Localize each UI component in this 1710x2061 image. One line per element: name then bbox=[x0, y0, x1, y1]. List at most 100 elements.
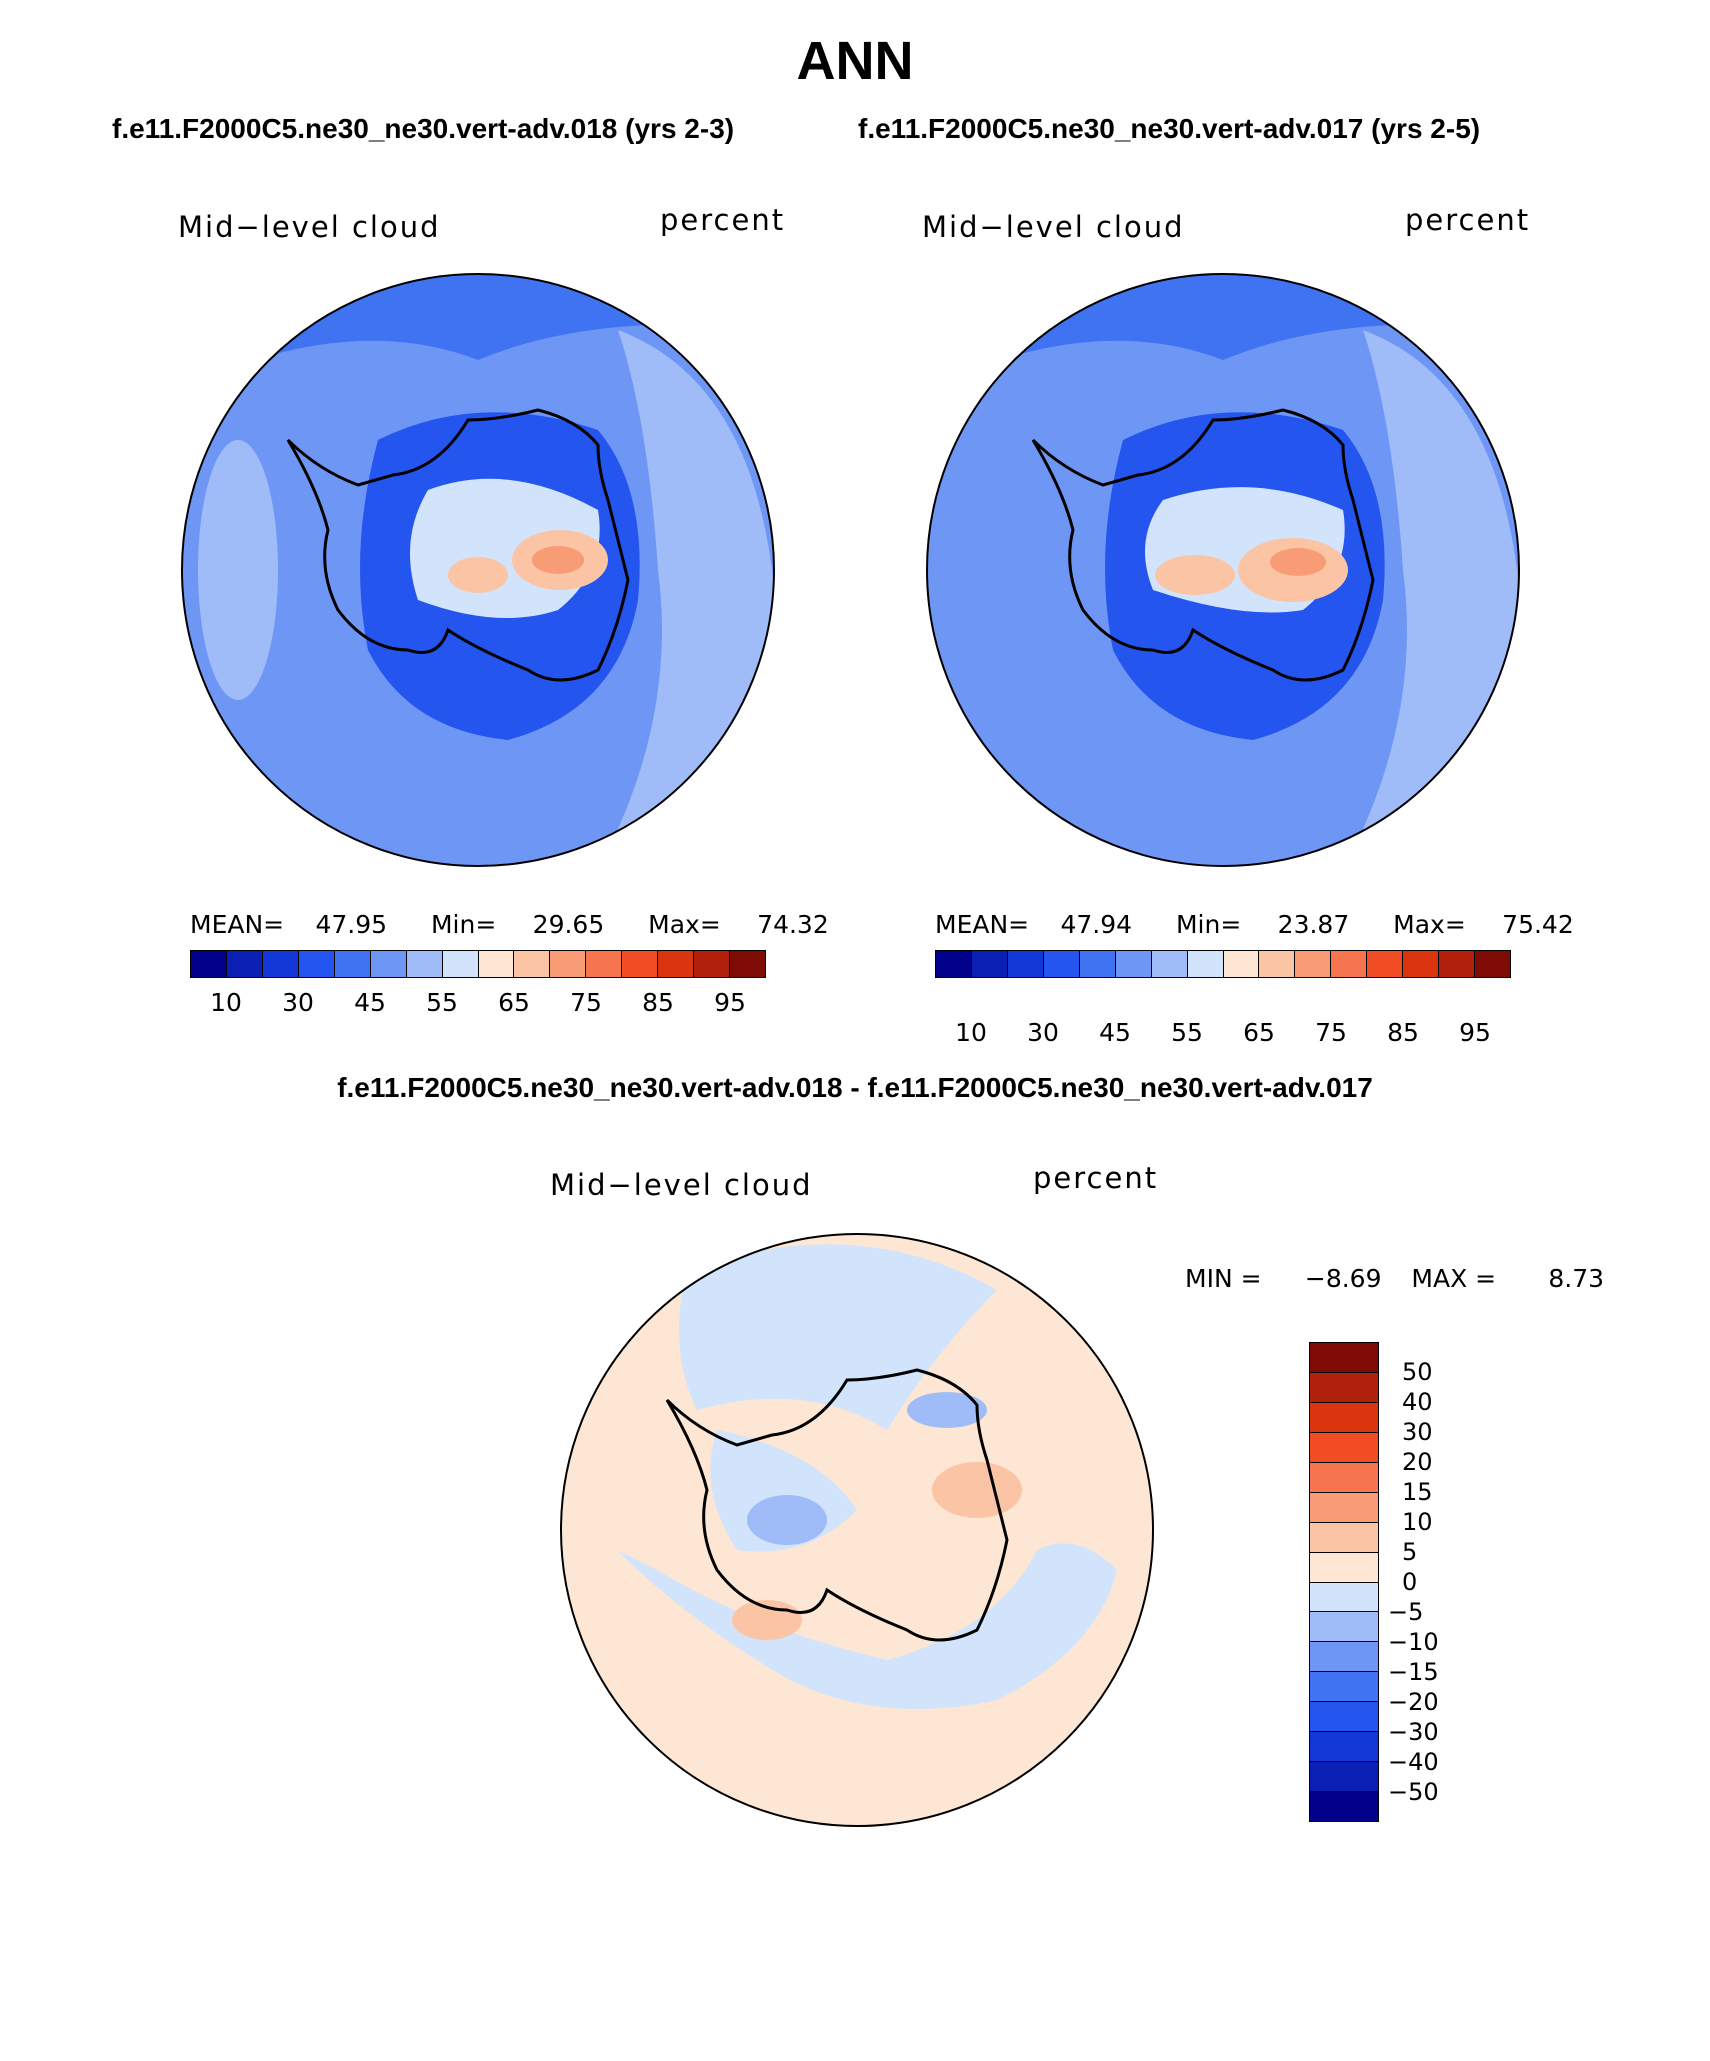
panel1-coastline bbox=[286, 408, 630, 682]
colorbar-swatch bbox=[514, 951, 551, 977]
colorbar-swatch bbox=[1259, 951, 1296, 977]
diff-colorbar bbox=[1309, 1342, 1379, 1822]
diff-colorbar-swatch bbox=[1310, 1492, 1378, 1523]
diff-colorbar-tick-label: −20 bbox=[1388, 1688, 1439, 1716]
diff-colorbar-tick-label: 50 bbox=[1402, 1358, 1433, 1386]
colorbar-swatch bbox=[334, 951, 371, 977]
diff-min-label: MIN = bbox=[1185, 1264, 1262, 1293]
diff-colorbar-swatch bbox=[1310, 1402, 1378, 1433]
panel2-mean-label: MEAN= bbox=[935, 910, 1030, 939]
diff-colorbar-tick-label: −50 bbox=[1388, 1778, 1439, 1806]
colorbar-tick-label: 95 bbox=[714, 988, 746, 1017]
diff-units-label: percent bbox=[1033, 1161, 1159, 1195]
colorbar-swatch bbox=[262, 951, 299, 977]
panel1-units-label: percent bbox=[660, 203, 786, 237]
panel2-max-label: Max= bbox=[1393, 910, 1466, 939]
colorbar-swatch bbox=[370, 951, 407, 977]
panel2-colorbar-ticks: 10 30 45 55 65 75 85 95 bbox=[935, 1018, 1511, 1048]
colorbar-swatch bbox=[1475, 951, 1510, 977]
colorbar-swatch bbox=[406, 951, 443, 977]
diff-colorbar-swatch bbox=[1310, 1522, 1378, 1553]
colorbar-swatch bbox=[1043, 951, 1080, 977]
panel1-map bbox=[181, 273, 775, 867]
colorbar-tick-label: 65 bbox=[498, 988, 530, 1017]
right-case-title: f.e11.F2000C5.ne30_ne30.vert-adv.017 (yr… bbox=[858, 113, 1481, 144]
diff-colorbar-tick-label: −40 bbox=[1388, 1748, 1439, 1776]
diff-colorbar-swatch bbox=[1310, 1552, 1378, 1583]
diff-colorbar-swatch bbox=[1310, 1732, 1378, 1763]
diff-max-label: MAX = bbox=[1411, 1264, 1497, 1293]
colorbar-tick-label: 55 bbox=[426, 988, 458, 1017]
diff-colorbar-tick-label: −15 bbox=[1388, 1658, 1439, 1686]
diff-map bbox=[560, 1233, 1154, 1827]
colorbar-tick-label: 55 bbox=[1171, 1018, 1203, 1047]
colorbar-swatch bbox=[730, 951, 765, 977]
panel1-min-value: 29.65 bbox=[532, 910, 605, 939]
panel2-colorbar bbox=[935, 950, 1511, 978]
colorbar-swatch bbox=[1151, 951, 1188, 977]
colorbar-swatch bbox=[971, 951, 1008, 977]
diff-min-value: −8.69 bbox=[1304, 1264, 1382, 1293]
diff-colorbar-swatch bbox=[1310, 1462, 1378, 1493]
panel2-stats: MEAN= 47.94 Min= 23.87 Max= 75.42 bbox=[935, 910, 1574, 939]
diff-colorbar-swatch bbox=[1310, 1792, 1378, 1821]
colorbar-swatch bbox=[298, 951, 335, 977]
diff-colorbar-swatch bbox=[1310, 1642, 1378, 1673]
colorbar-tick-label: 85 bbox=[642, 988, 674, 1017]
diff-colorbar-swatch bbox=[1310, 1612, 1378, 1643]
diff-colorbar-ticks: 50 40 30 20 15 10 5 0 −5 −10 −15 −20 −30 −40 −50 bbox=[1388, 1342, 1488, 1822]
colorbar-tick-label: 75 bbox=[1315, 1018, 1347, 1047]
colorbar-swatch bbox=[1223, 951, 1260, 977]
panel1-max-label: Max= bbox=[648, 910, 721, 939]
colorbar-swatch bbox=[694, 951, 731, 977]
panel2-units-label: percent bbox=[1405, 203, 1531, 237]
colorbar-swatch bbox=[1295, 951, 1332, 977]
panel2-coastline bbox=[1031, 408, 1375, 682]
diff-colorbar-tick-label: 0 bbox=[1402, 1568, 1418, 1596]
colorbar-swatch bbox=[442, 951, 479, 977]
colorbar-tick-label: 45 bbox=[354, 988, 386, 1017]
diff-colorbar-tick-label: 10 bbox=[1402, 1508, 1433, 1536]
diff-colorbar-swatch bbox=[1310, 1702, 1378, 1733]
diff-colorbar-tick-label: 5 bbox=[1402, 1538, 1418, 1566]
diff-colorbar-tick-label: 30 bbox=[1402, 1418, 1433, 1446]
diff-colorbar-swatch bbox=[1310, 1343, 1378, 1373]
colorbar-tick-label: 10 bbox=[955, 1018, 987, 1047]
colorbar-swatch bbox=[1007, 951, 1044, 977]
colorbar-swatch bbox=[191, 951, 227, 977]
colorbar-tick-label: 95 bbox=[1459, 1018, 1491, 1047]
diff-colorbar-swatch bbox=[1310, 1672, 1378, 1703]
colorbar-swatch bbox=[1439, 951, 1476, 977]
panel1-mean-label: MEAN= bbox=[190, 910, 285, 939]
diff-max-value: 8.73 bbox=[1548, 1264, 1605, 1293]
colorbar-tick-label: 75 bbox=[570, 988, 602, 1017]
panel2-mean-value: 47.94 bbox=[1060, 910, 1133, 939]
colorbar-swatch bbox=[1115, 951, 1152, 977]
colorbar-swatch bbox=[478, 951, 515, 977]
panel1-colorbar bbox=[190, 950, 766, 978]
colorbar-swatch bbox=[622, 951, 659, 977]
panel2-variable-label: Mid−level cloud bbox=[922, 210, 1185, 244]
colorbar-swatch bbox=[1079, 951, 1116, 977]
panel1-max-value: 74.32 bbox=[757, 910, 829, 939]
left-case-title: f.e11.F2000C5.ne30_ne30.vert-adv.018 (yr… bbox=[112, 113, 735, 144]
colorbar-swatch bbox=[1331, 951, 1368, 977]
colorbar-tick-label: 30 bbox=[282, 988, 314, 1017]
diff-colorbar-swatch bbox=[1310, 1582, 1378, 1613]
panel1-variable-label: Mid−level cloud bbox=[178, 210, 441, 244]
panel1-stats: MEAN= 47.95 Min= 29.65 Max= 74.32 bbox=[190, 910, 829, 939]
panel2-min-value: 23.87 bbox=[1277, 910, 1350, 939]
panel1-mean-value: 47.95 bbox=[315, 910, 388, 939]
colorbar-swatch bbox=[550, 951, 587, 977]
colorbar-swatch bbox=[586, 951, 623, 977]
colorbar-tick-label: 45 bbox=[1099, 1018, 1131, 1047]
panel2-max-value: 75.42 bbox=[1502, 910, 1574, 939]
diff-colorbar-tick-label: 15 bbox=[1402, 1478, 1433, 1506]
colorbar-swatch bbox=[936, 951, 972, 977]
panel2-min-label: Min= bbox=[1175, 910, 1242, 939]
panel2-map bbox=[926, 273, 1520, 867]
diff-negative-band bbox=[679, 1244, 997, 1430]
diff-coastline bbox=[665, 1368, 1009, 1642]
diff-colorbar-swatch bbox=[1310, 1372, 1378, 1403]
colorbar-tick-label: 65 bbox=[1243, 1018, 1275, 1047]
